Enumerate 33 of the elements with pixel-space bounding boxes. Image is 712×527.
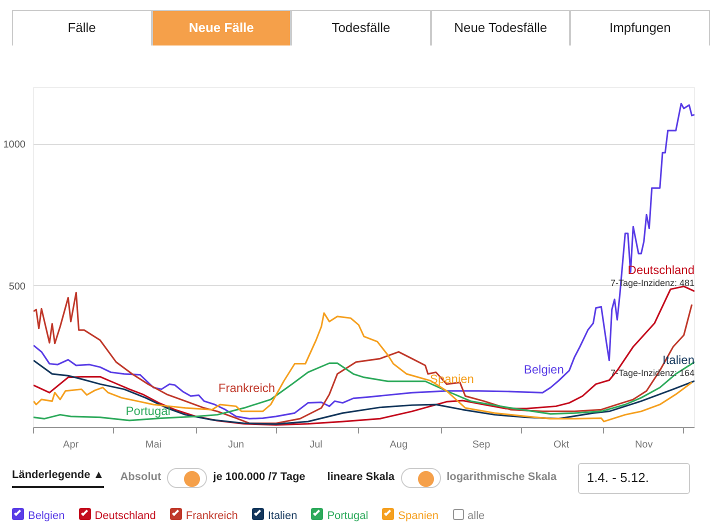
text: Portugal [126, 404, 170, 418]
text: Länderlegende ▲ [12, 468, 104, 488]
text: Neue Todesfälle [430, 10, 570, 47]
x-tick-label: Okt [553, 440, 570, 450]
x-tick-label: Sep [472, 440, 491, 450]
x-tick-label: Jun [228, 440, 244, 450]
text: Neue Fälle [152, 10, 292, 47]
text: 1.4. - 5.12. [578, 463, 690, 494]
x-tick-label: Jul [310, 440, 322, 450]
text: je 100.000 /7 Tage [213, 470, 306, 486]
x-tick-label: Apr [63, 440, 80, 450]
text: Todesfälle [291, 10, 431, 47]
y-tick-label: 500 [8, 281, 26, 292]
text: alle [466, 510, 485, 522]
text: logarithmische Skala [446, 470, 557, 486]
y-tick-label: 1000 [3, 140, 26, 151]
legend-label: Spanien [397, 510, 439, 522]
line-series [34, 312, 693, 422]
x-tick-label: Mai [145, 440, 162, 450]
legend-label: Deutschland [94, 510, 156, 522]
text: Absolut [120, 470, 162, 486]
legend-label: Italien [266, 510, 298, 522]
legend-label: Belgien [27, 510, 65, 522]
legend-label: Frankreich [184, 510, 238, 522]
text: Frankreich [218, 380, 276, 395]
text: Fälle [12, 10, 152, 47]
text: Belgien [524, 362, 564, 376]
x-tick-label: Nov [634, 440, 653, 450]
line-series [34, 102, 694, 420]
x-tick-label: Aug [390, 440, 408, 450]
text: Impfungen [570, 10, 710, 47]
text: lineare Skala [327, 470, 395, 486]
legend-label: Portugal [326, 510, 368, 522]
